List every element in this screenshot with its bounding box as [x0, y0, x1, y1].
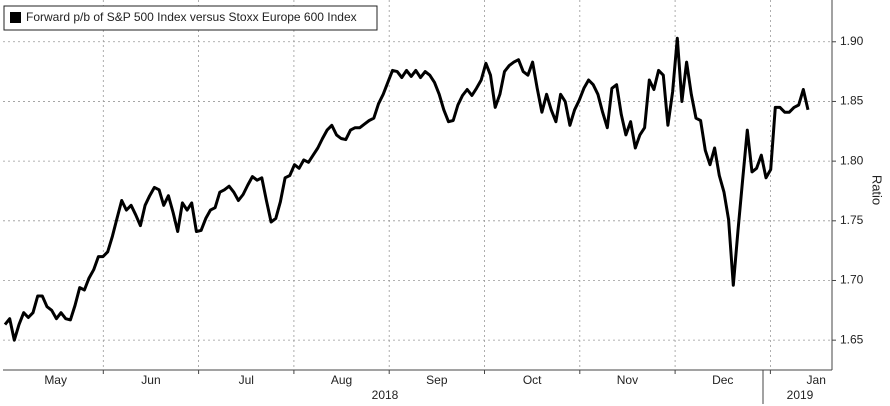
y-tick-label: 1.70 [840, 273, 864, 287]
x-tick-label: Jan [807, 373, 826, 387]
x-tick-label: Nov [617, 373, 638, 387]
legend-label: Forward p/b of S&P 500 Index versus Stox… [26, 10, 357, 24]
x-tick-label: Dec [712, 373, 733, 387]
year-label: 2019 [787, 388, 814, 402]
x-tick-label: Sep [426, 373, 448, 387]
legend-swatch [10, 12, 21, 23]
x-tick-label: Oct [523, 373, 542, 387]
y-tick-label: 1.65 [840, 332, 864, 346]
legend-box [3, 5, 378, 31]
y-tick-label: 1.75 [840, 213, 864, 227]
year-label: 2018 [372, 388, 399, 402]
y-tick-label: 1.90 [840, 34, 864, 48]
x-tick-label: Jul [239, 373, 254, 387]
grid [3, 0, 832, 370]
y-tick-label: 1.85 [840, 94, 864, 108]
x-tick-label: May [44, 373, 67, 387]
x-tick-label: Jun [141, 373, 160, 387]
y-tick-label: 1.80 [840, 153, 864, 167]
x-tick-label: Aug [331, 373, 352, 387]
y-axis-label: Ratio [870, 175, 885, 205]
line-series [3, 36, 810, 342]
